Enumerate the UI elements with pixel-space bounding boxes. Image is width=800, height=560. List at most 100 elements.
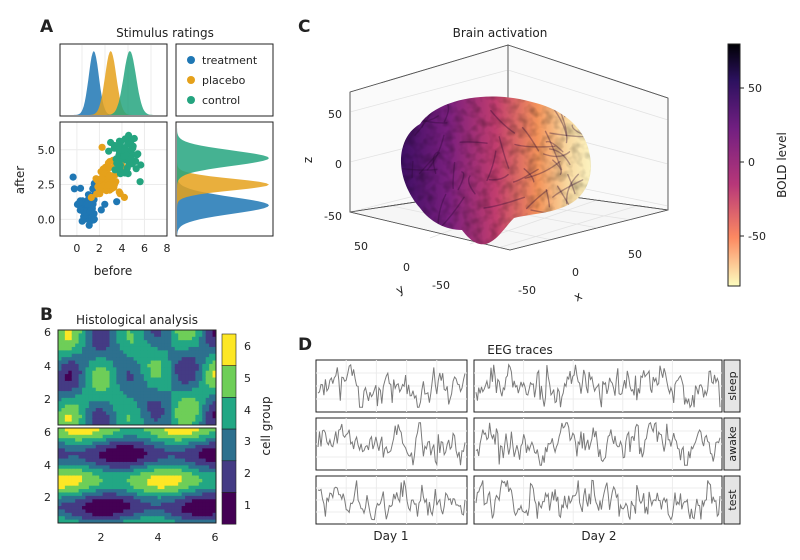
- heatmap-cell: [102, 336, 107, 341]
- heatmap-cell: [109, 336, 114, 341]
- heatmap-cell: [161, 408, 166, 413]
- brain-gyrus: [457, 171, 465, 191]
- heatmap-cell: [150, 391, 155, 396]
- heatmap-cell: [119, 461, 124, 466]
- heatmap-cell: [71, 434, 76, 439]
- heatmap-cell: [140, 478, 145, 483]
- heatmap-cell: [92, 353, 97, 358]
- heatmap-cell: [191, 444, 196, 449]
- heatmap-cell: [95, 444, 100, 449]
- heatmap-cell: [75, 336, 80, 341]
- brain-gyrus: [488, 174, 509, 181]
- heatmap-cell: [82, 461, 87, 466]
- heatmap-cell: [209, 360, 214, 365]
- heatmap-cell: [157, 509, 162, 514]
- heatmap-cell: [137, 472, 142, 477]
- heatmap-cell: [164, 428, 169, 432]
- heatmap-cell: [75, 346, 80, 351]
- heatmap-cell: [178, 353, 183, 358]
- heatmap-cell: [195, 506, 200, 511]
- heatmap-cell: [95, 418, 100, 423]
- heatmap-cell: [198, 330, 203, 334]
- heatmap-cell: [126, 380, 131, 385]
- heatmap-cell: [78, 499, 83, 504]
- heatmap-cell: [178, 380, 183, 385]
- heatmap-cell: [82, 397, 87, 402]
- heatmap-cell: [116, 411, 121, 416]
- heatmap-cell: [150, 434, 155, 439]
- brain-gyrus: [565, 173, 579, 205]
- heatmap-cell: [137, 360, 142, 365]
- heatmap-cell: [112, 506, 117, 511]
- heatmap-cell: [185, 408, 190, 413]
- heatmap-cell: [188, 458, 193, 463]
- heatmap-cell: [164, 448, 169, 453]
- heatmap-cell: [123, 357, 128, 362]
- heatmap-cell: [106, 411, 111, 416]
- heatmap-cell: [88, 357, 93, 362]
- heatmap-cell: [119, 404, 124, 409]
- heatmap-cell: [198, 360, 203, 365]
- heatmap-bottom: [57, 427, 217, 524]
- heatmap-cell: [112, 495, 117, 500]
- heatmap-cell: [88, 353, 93, 358]
- y-tick-neg50: -50: [432, 279, 450, 292]
- heatmap-cell: [178, 482, 183, 487]
- heatmap-cell: [174, 455, 179, 460]
- heatmap-cell: [174, 434, 179, 439]
- heatmap-cell: [102, 465, 107, 470]
- heatmap-cell: [174, 346, 179, 351]
- heatmap-cell: [140, 482, 145, 487]
- heatmap-cell: [109, 465, 114, 470]
- heatmap-cell: [106, 333, 111, 338]
- heatmap-cell: [143, 353, 148, 358]
- heatmap-cell: [119, 434, 124, 439]
- heatmap-cell: [164, 478, 169, 483]
- brain-gyrus: [545, 140, 564, 153]
- heatmap-cell: [137, 482, 142, 487]
- heatmap-cell: [123, 502, 128, 507]
- heatmap-cell: [99, 499, 104, 504]
- brain-gyrus: [498, 136, 510, 169]
- heatmap-cell: [116, 353, 121, 358]
- heatmap-cell: [102, 499, 107, 504]
- heatmap-cell: [137, 502, 142, 507]
- heatmap-cell: [195, 512, 200, 517]
- heatmap-cell: [185, 357, 190, 362]
- heatmap-cell: [130, 458, 135, 463]
- heatmap-cell: [202, 377, 207, 382]
- heatmap-cell: [78, 343, 83, 348]
- heatmap-cell: [164, 438, 169, 443]
- heatmap-cell: [195, 346, 200, 351]
- heatmap-cell: [75, 495, 80, 500]
- heatmap-cell: [174, 408, 179, 413]
- heatmap-cell: [130, 384, 135, 389]
- heatmap-cell: [140, 431, 145, 436]
- heatmap-cell: [106, 414, 111, 419]
- heatmap-cell: [188, 340, 193, 345]
- hm-xtick-6: 6: [212, 531, 219, 544]
- heatmap-cell: [143, 411, 148, 416]
- heatmap-cell: [126, 401, 131, 406]
- heatmap-cell: [202, 414, 207, 419]
- heatmap-cell: [92, 343, 97, 348]
- heatmap-cell: [95, 414, 100, 419]
- heatmap-cell: [140, 441, 145, 446]
- scatter-point-treatment: [101, 200, 109, 208]
- heatmap-cell: [167, 418, 172, 423]
- heatmap-cell: [137, 353, 142, 358]
- heatmap-cell: [174, 461, 179, 466]
- scatter-xtick: 2: [96, 242, 103, 255]
- heatmap-cell: [130, 461, 135, 466]
- heatmap-cell: [78, 455, 83, 460]
- heatmap-cell: [198, 336, 203, 341]
- heatmap-cell: [61, 455, 66, 460]
- heatmap-cell: [191, 448, 196, 453]
- heatmap-cell: [195, 384, 200, 389]
- heatmap-cell: [58, 367, 63, 372]
- heatmap-cell: [185, 458, 190, 463]
- heatmap-cell: [106, 472, 111, 477]
- heatmap-cell: [185, 478, 190, 483]
- heatmap-cell: [209, 367, 214, 372]
- heatmap-cell: [102, 472, 107, 477]
